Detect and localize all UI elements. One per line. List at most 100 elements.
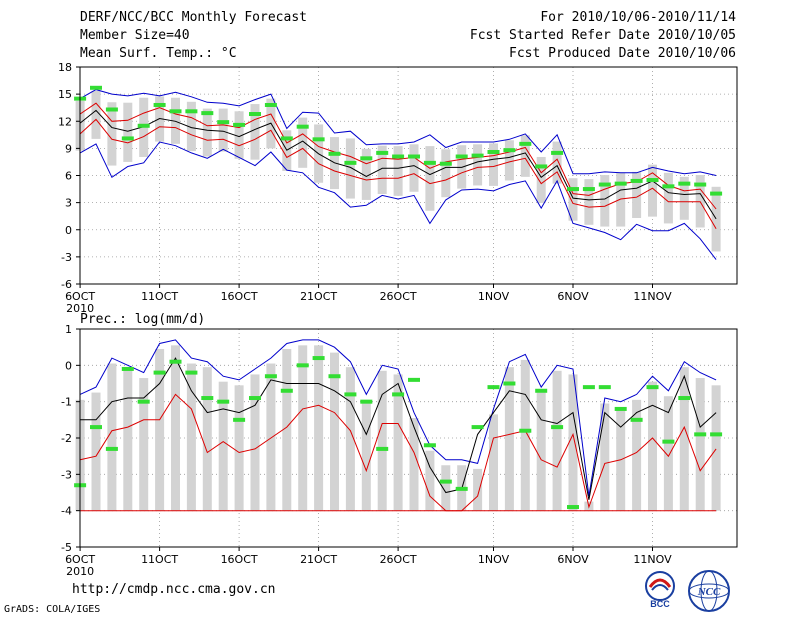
prec-panel-title: Prec.: log(mm/d) [80, 312, 205, 327]
temp-range-box [218, 108, 228, 152]
prec-observed-marker [328, 374, 341, 379]
prec-range-box [489, 414, 498, 511]
prec-observed-marker [249, 396, 261, 401]
prec-xtick-label: 1NOV [478, 553, 510, 566]
temp-range-box [679, 176, 689, 220]
prec-observed-marker [567, 505, 579, 510]
prec-ytick-label: 0 [65, 359, 72, 372]
temp-observed-marker [360, 156, 373, 161]
forecast-start-date: Fcst Started Refer Date 2010/10/05 [469, 28, 736, 43]
prec-observed-marker [153, 370, 166, 375]
temp-range-box [234, 111, 244, 159]
prec-range-box [552, 370, 562, 511]
prec-range-box [679, 367, 689, 511]
temp-range-box [409, 144, 419, 192]
prec-xtick-label: 6NOV [557, 553, 589, 566]
prec-xtick-label: 16OCT [221, 553, 258, 566]
temp-ytick-label: 15 [58, 88, 72, 101]
prec-observed-marker [169, 359, 182, 364]
prec-observed-marker [264, 374, 277, 379]
source-url[interactable]: http://cmdp.ncc.cma.gov.cn [72, 582, 276, 597]
temp-observed-marker [471, 153, 484, 158]
temp-range-box [441, 149, 451, 198]
prec-observed-marker [710, 432, 723, 437]
prec-range-box [330, 352, 339, 511]
prec-observed-marker [551, 425, 564, 430]
prec-ytick-label: -2 [61, 432, 72, 445]
temp-xtick-label: 6NOV [557, 290, 589, 303]
temp-ytick-label: -3 [61, 251, 72, 264]
temp-range-box [186, 101, 196, 152]
temp-observed-marker [217, 120, 230, 125]
bcc-logo: BCC [645, 571, 675, 609]
prec-observed-marker [280, 388, 293, 393]
temp-observed-marker [551, 150, 564, 155]
prec-observed-marker [519, 428, 532, 433]
temp-range-box [250, 104, 260, 160]
prec-range-box [155, 348, 165, 511]
temp-xtick-label: 26OCT [380, 290, 417, 303]
prec-observed-marker [662, 439, 675, 444]
temp-range-box [345, 138, 355, 199]
temp-range-box [711, 186, 721, 252]
temp-range-box [377, 145, 387, 195]
prec-observed-marker [678, 396, 691, 401]
temp-observed-marker [296, 124, 309, 129]
grads-credit: GrADS: COLA/IGES [4, 604, 101, 615]
temp-upper-line [79, 89, 717, 176]
member-size: Member Size=40 [80, 28, 190, 43]
prec-range-box [695, 378, 705, 511]
prec-ytick-label: -3 [61, 468, 72, 481]
prec-range-box [409, 418, 419, 511]
prec-observed-marker [312, 356, 325, 361]
ncc-logo: NCC [688, 570, 730, 612]
temp-observed-marker [519, 141, 532, 146]
prec-xtick-label: 6OCT [65, 553, 95, 566]
temp-observed-marker [90, 85, 102, 90]
prec-year-label: 2010 [66, 565, 94, 578]
prec-observed-marker [121, 366, 134, 371]
prec-observed-marker [105, 446, 118, 451]
prec-observed-marker [694, 432, 707, 437]
temp-range-box [584, 179, 594, 225]
temp-observed-marker [376, 150, 389, 155]
temp-observed-marker [503, 148, 516, 153]
temp-range-box [489, 143, 498, 186]
prec-observed-marker [217, 399, 230, 404]
prec-range-box [139, 378, 149, 511]
prec-range-box [663, 396, 673, 511]
prec-range-box [536, 392, 546, 511]
prec-ytick-label: -1 [61, 396, 72, 409]
chart-title: DERF/NCC/BCC Monthly Forecast [80, 10, 307, 25]
prec-observed-marker [630, 417, 643, 422]
temp-observed-marker [567, 187, 579, 192]
temp-ytick-label: 3 [65, 197, 72, 210]
temp-range-box [425, 146, 435, 211]
prec-observed-marker [455, 486, 468, 491]
temp-observed-marker [185, 109, 198, 114]
prec-range-box [298, 345, 308, 511]
temp-observed-marker [423, 160, 436, 165]
prec-range-box [648, 381, 657, 511]
temp-range-box [123, 102, 133, 162]
temp-range-box [663, 172, 673, 224]
temp-range-box [536, 156, 546, 204]
temp-mean-line [79, 109, 717, 220]
temp-observed-marker [487, 149, 500, 154]
temp-observed-marker [582, 187, 595, 192]
prec-range-box [186, 363, 196, 511]
prec-range-box [473, 468, 483, 511]
prec-range-box [266, 363, 276, 511]
temp-mean-minus-line [79, 118, 717, 230]
temp-range-box [552, 141, 562, 184]
prec-observed-marker [614, 406, 627, 411]
prec-range-box [425, 450, 435, 511]
prec-observed-marker [137, 399, 150, 404]
prec-range-box [711, 385, 721, 511]
temp-range-box [473, 144, 483, 186]
temp-observed-marker [153, 102, 166, 107]
prec-observed-marker [646, 385, 659, 390]
prec-range-box [250, 374, 260, 511]
prec-min-line [79, 393, 717, 512]
